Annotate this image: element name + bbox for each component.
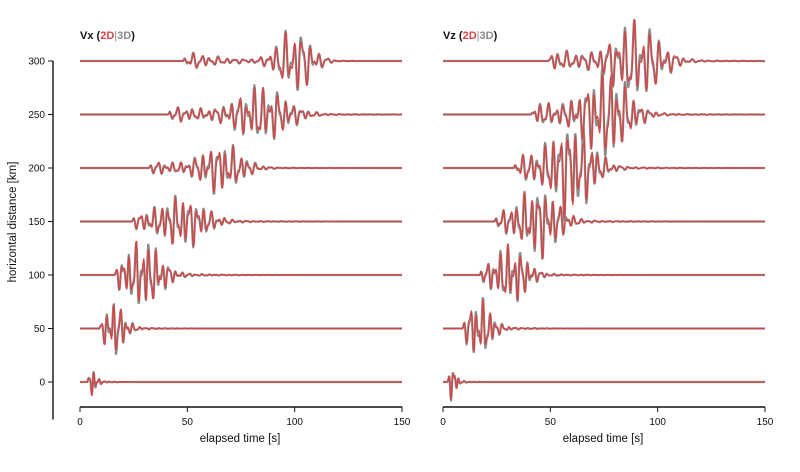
trace-vx-0km-3d [79, 370, 403, 396]
trace-vx-250km-2d [79, 87, 403, 139]
trace-vx-50km-2d [79, 304, 403, 351]
trace-vx-300km-2d [79, 31, 403, 89]
trace-vx-0km-2d [79, 372, 403, 397]
trace-vx-150km-2d [79, 197, 403, 247]
panel-vx-legend-3d: 3D [117, 30, 131, 42]
trace-vz-150km-3d [442, 190, 766, 260]
panel-vz-title-open: ( [456, 30, 463, 42]
panel-vz-legend-2d: 2D [463, 30, 477, 42]
panel-vz-title-close: ) [494, 30, 498, 42]
panel-vx-title-separator: | [114, 30, 117, 42]
panel-vz-x-axis: 0 50 100 150 [440, 406, 774, 428]
trace-vz-150km-2d [442, 192, 766, 259]
y-tick-label-200: 200 [28, 164, 45, 175]
x-tick-label-50: 50 [182, 417, 194, 428]
panel-vz-title-component: Vz [443, 30, 456, 42]
panel-vz-traces [442, 18, 766, 402]
panel-vz: Vz (2D|3D) 0 50 100 150 elapsed time [s] [440, 18, 774, 445]
y-tick-label-300: 300 [28, 57, 45, 68]
trace-vz-100km-2d [442, 244, 766, 301]
trace-vz-200km-2d [442, 127, 766, 219]
panel-vz-title-separator: | [477, 30, 480, 42]
trace-vz-250km-2d [442, 69, 766, 150]
panel-vx-x-axis: 0 50 100 150 [77, 406, 411, 428]
x-tick-label-50: 50 [545, 417, 557, 428]
panel-vx-title-open: ( [93, 30, 100, 42]
trace-vz-50km-2d [442, 299, 766, 352]
panel-vx-title-close: ) [131, 30, 135, 42]
y-tick-label-150: 150 [28, 217, 45, 228]
trace-vx-200km-3d [79, 143, 403, 195]
trace-vz-0km-3d [442, 371, 766, 402]
panel-vx-title-component: Vx [80, 30, 94, 42]
y-tick-label-0: 0 [39, 378, 45, 389]
panel-vx-y-axis: 0 50 100 150 200 250 300 [28, 57, 54, 420]
panel-vz-title: Vz (2D|3D) [443, 30, 498, 42]
trace-vz-0km-2d [442, 374, 766, 401]
panel-vx-title: Vx (2D|3D) [80, 30, 135, 42]
x-tick-label-0: 0 [77, 417, 83, 428]
trace-vz-100km-3d [442, 243, 766, 303]
x-tick-label-150: 150 [757, 417, 774, 428]
y-axis-label: horizontal distance [km] [7, 162, 19, 283]
x-tick-label-150: 150 [394, 417, 411, 428]
x-tick-label-100: 100 [286, 417, 303, 428]
y-tick-label-50: 50 [34, 324, 46, 335]
panel-vz-legend-3d: 3D [480, 30, 494, 42]
x-tick-label-0: 0 [440, 417, 446, 428]
y-tick-label-100: 100 [28, 271, 45, 282]
panel-vx-x-axis-label: elapsed time [s] [200, 433, 281, 445]
panel-vz-x-axis-label: elapsed time [s] [563, 433, 644, 445]
x-tick-label-100: 100 [649, 417, 666, 428]
trace-vz-300km-2d [442, 19, 766, 91]
panel-vx-traces [79, 29, 403, 397]
y-tick-label-250: 250 [28, 110, 45, 121]
trace-vx-100km-2d [79, 240, 403, 302]
panel-vx-legend-2d: 2D [100, 30, 114, 42]
trace-vx-200km-2d [79, 145, 403, 193]
trace-vx-250km-3d [79, 84, 403, 141]
